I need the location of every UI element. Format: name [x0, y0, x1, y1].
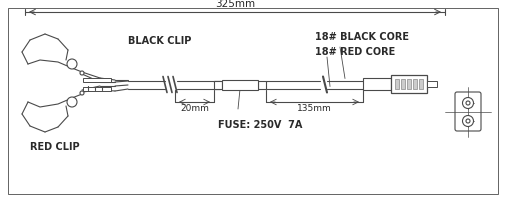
Bar [407, 79, 411, 89]
Bar [83, 78, 111, 82]
Text: 18# RED CORE: 18# RED CORE [315, 47, 395, 57]
Bar [83, 87, 111, 91]
Circle shape [80, 71, 84, 75]
Bar [391, 75, 427, 93]
Text: RED CLIP: RED CLIP [30, 142, 80, 152]
Bar [413, 79, 417, 89]
Bar [395, 79, 399, 89]
Bar [222, 80, 258, 89]
Circle shape [67, 59, 77, 69]
Bar [427, 81, 437, 87]
Text: 20mm: 20mm [180, 104, 209, 113]
Text: 135mm: 135mm [297, 104, 332, 113]
Circle shape [466, 119, 470, 123]
Text: 18# BLACK CORE: 18# BLACK CORE [315, 32, 409, 42]
Circle shape [80, 91, 84, 95]
Circle shape [462, 116, 474, 126]
Bar [401, 79, 405, 89]
Bar [419, 79, 423, 89]
FancyBboxPatch shape [455, 92, 481, 131]
Circle shape [67, 97, 77, 107]
Text: FUSE: 250V  7A: FUSE: 250V 7A [218, 120, 303, 130]
Circle shape [462, 98, 474, 108]
Bar [214, 81, 222, 88]
Circle shape [466, 101, 470, 105]
Text: BLACK CLIP: BLACK CLIP [128, 36, 191, 46]
Bar [258, 81, 266, 88]
Bar [363, 78, 391, 90]
Text: 325mm: 325mm [215, 0, 255, 9]
